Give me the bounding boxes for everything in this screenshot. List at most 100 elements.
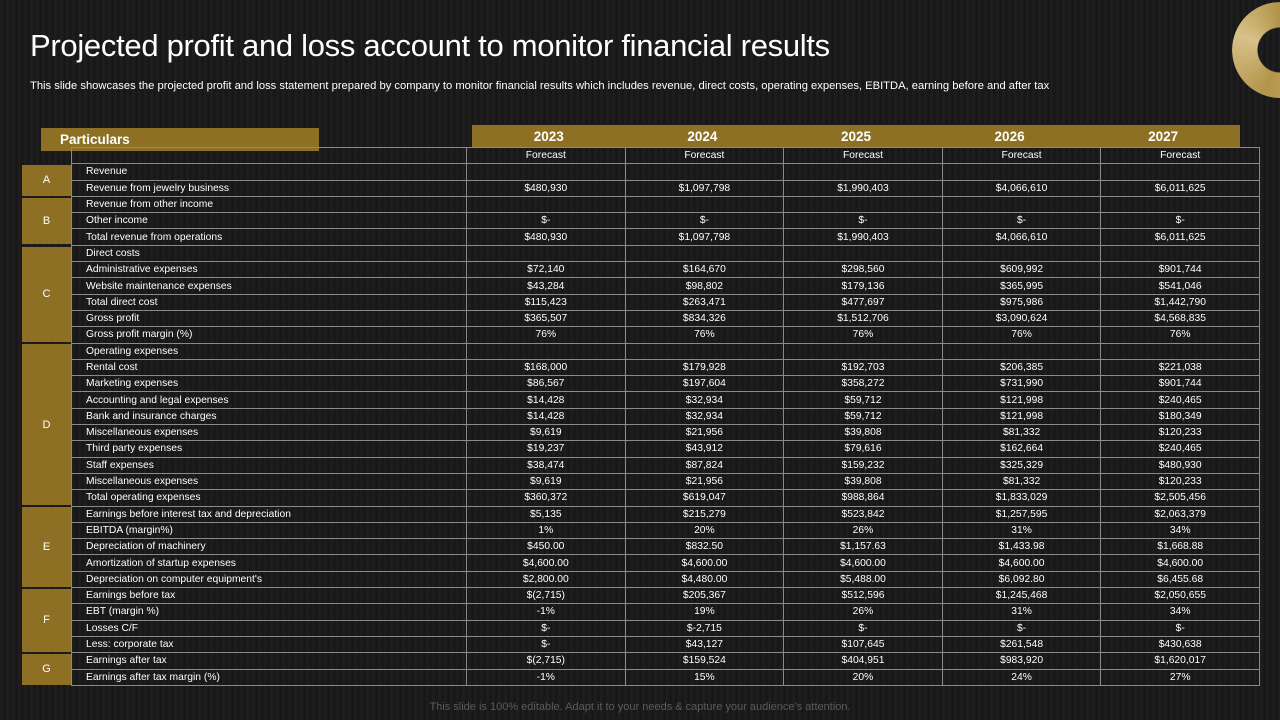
section-label: D — [22, 344, 71, 506]
table-row: Total operating expenses $360,372 $619,047… — [71, 489, 1260, 507]
section-label: F — [22, 588, 71, 652]
table-row: Miscellaneous expenses $9,619 $21,956 $39,8… — [71, 472, 1260, 491]
value-cell: $59,712 — [783, 407, 943, 426]
row-label: Other income — [71, 212, 467, 230]
table-row: Revenue from other income — [71, 195, 1260, 214]
table-row: Revenue from jewelry business $480,930 $1,… — [71, 179, 1260, 197]
value-cell: $360,372 — [466, 489, 626, 507]
value-cell: $159,524 — [624, 652, 785, 670]
value-cell — [624, 342, 785, 360]
value-cell: $2,050,655 — [1100, 587, 1260, 605]
value-cell: $180,349 — [1100, 407, 1260, 426]
value-cell: $6,455.68 — [1100, 570, 1260, 589]
value-cell: $1,990,403 — [783, 179, 943, 197]
value-cell: $21,956 — [624, 424, 785, 442]
value-cell: $120,233 — [1100, 472, 1260, 491]
row-label: Miscellaneous expenses — [71, 472, 467, 491]
value-cell: $79,616 — [783, 440, 943, 458]
value-cell: $205,367 — [624, 587, 785, 605]
table-row: EBT (margin %) -1% 19% 26% 31% 34% — [71, 603, 1260, 621]
value-cell — [783, 342, 943, 360]
value-cell: $107,645 — [783, 635, 943, 654]
value-cell: $43,912 — [624, 440, 785, 458]
table-row: Revenue — [71, 163, 1260, 181]
value-cell: $477,697 — [783, 293, 943, 311]
value-cell: $3,090,624 — [941, 309, 1102, 328]
value-cell: $4,600.00 — [1100, 554, 1260, 572]
value-cell: $1,668.88 — [1100, 538, 1260, 556]
value-cell: $81,332 — [941, 424, 1102, 442]
value-cell: $32,934 — [624, 407, 785, 426]
value-cell — [783, 244, 943, 263]
forecast-cell: Forecast — [783, 146, 943, 165]
value-cell: $1,433.98 — [941, 538, 1102, 556]
value-cell: $- — [783, 212, 943, 230]
value-cell — [941, 195, 1102, 214]
value-cell — [624, 163, 785, 181]
footer-note: This slide is 100% editable. Adapt it to… — [429, 701, 851, 713]
row-label: Earnings after tax margin (%) — [71, 668, 467, 686]
particulars-header: Particulars — [41, 128, 319, 151]
value-cell: $120,233 — [1100, 424, 1260, 442]
row-label: Losses C/F — [71, 619, 467, 637]
value-cell: $2,063,379 — [1100, 505, 1260, 523]
table-row: Earnings before tax $(2,715) $205,367 $512,… — [71, 587, 1260, 605]
value-cell: $1,512,706 — [783, 309, 943, 328]
table-row: Other income $- $- $- $- $- — [71, 212, 1260, 230]
row-label: Rental cost — [71, 358, 467, 377]
row-label: Gross profit margin (%) — [71, 326, 467, 344]
table-row: Miscellaneous expenses $9,619 $21,956 $39,8… — [71, 424, 1260, 442]
year-header-bar: 2023 2024 2025 2026 2027 — [472, 125, 1240, 148]
value-cell: 76% — [941, 326, 1102, 344]
table-row: Website maintenance expenses $43,284 $98,8… — [71, 277, 1260, 295]
section-label: B — [22, 197, 71, 245]
value-cell: $38,474 — [466, 456, 626, 474]
value-cell: $121,998 — [941, 407, 1102, 426]
value-cell: $- — [941, 619, 1102, 637]
table-row: Amortization of startup expenses $4,600.0… — [71, 554, 1260, 572]
value-cell: 76% — [1100, 326, 1260, 344]
forecast-row: Forecast Forecast Forecast Forecast Fore… — [71, 146, 1260, 165]
value-cell: $- — [466, 212, 626, 230]
value-cell: $541,046 — [1100, 277, 1260, 295]
value-cell: $1,442,790 — [1100, 293, 1260, 311]
value-cell: 20% — [624, 521, 785, 540]
value-cell: $358,272 — [783, 375, 943, 393]
table-row: Administrative expenses $72,140 $164,670 $2… — [71, 261, 1260, 279]
table-row: Earnings after tax margin (%) -1% 15% 20% 24… — [71, 668, 1260, 686]
value-cell: $834,326 — [624, 309, 785, 328]
value-cell: $1,257,595 — [941, 505, 1102, 523]
profit-loss-table: Forecast Forecast Forecast Forecast Fore… — [71, 146, 1260, 686]
value-cell: $4,568,835 — [1100, 309, 1260, 328]
forecast-label-cell — [71, 146, 467, 165]
row-label: Gross profit — [71, 309, 467, 328]
row-label: Third party expenses — [71, 440, 467, 458]
value-cell: $365,507 — [466, 309, 626, 328]
table-row: Earnings after tax $(2,715) $159,524 $404,9… — [71, 652, 1260, 670]
value-cell: $731,990 — [941, 375, 1102, 393]
value-cell: $- — [466, 619, 626, 637]
value-cell: $1,097,798 — [624, 179, 785, 197]
row-label: Revenue — [71, 163, 467, 181]
table-row: Bank and insurance charges $14,428 $32,934… — [71, 407, 1260, 426]
table-row: Earnings before interest tax and depreci… — [71, 505, 1260, 523]
table-row: Operating expenses — [71, 342, 1260, 360]
value-cell: $1,097,798 — [624, 228, 785, 246]
value-cell — [783, 163, 943, 181]
value-cell: $619,047 — [624, 489, 785, 507]
value-cell: $975,986 — [941, 293, 1102, 311]
value-cell: $261,548 — [941, 635, 1102, 654]
value-cell: $- — [466, 635, 626, 654]
value-cell: $6,011,625 — [1100, 179, 1260, 197]
value-cell: 31% — [941, 521, 1102, 540]
year-header-2023: 2023 — [533, 129, 564, 144]
value-cell: $14,428 — [466, 391, 626, 409]
value-cell — [941, 342, 1102, 360]
value-cell: $2,505,456 — [1100, 489, 1260, 507]
row-label: Earnings before interest tax and depreci… — [71, 505, 467, 523]
year-header-2024: 2024 — [687, 129, 718, 144]
value-cell: $1,990,403 — [783, 228, 943, 246]
value-cell: $609,992 — [941, 261, 1102, 279]
table-row: Third party expenses $19,237 $43,912 $79,61… — [71, 440, 1260, 458]
table-row: Staff expenses $38,474 $87,824 $159,232 $325… — [71, 456, 1260, 474]
